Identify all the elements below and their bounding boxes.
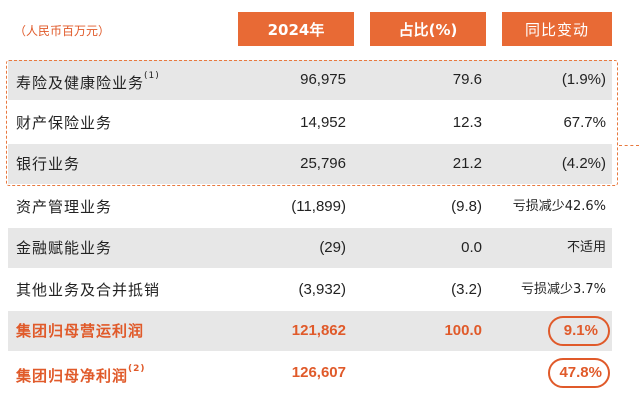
value-yoy: 9.1% [563,322,598,339]
highlight-connector [619,145,639,146]
value-yoy: (1.9%) [561,71,606,88]
row-label: 寿险及健康险业务(1) [16,71,160,92]
value-share: 100.0 [444,322,482,339]
value-2024: 126,607 [291,364,346,381]
value-yoy: 亏损减少42.6% [512,199,606,214]
header-yoy: 同比变动 [502,12,612,46]
row-label: 资产管理业务 [16,198,113,216]
value-2024: (29) [319,239,346,256]
row-label: 集团归母净利润(2) [16,364,146,385]
row-label: 银行业务 [16,155,81,173]
value-2024: 14,952 [300,114,346,131]
table-row-operating-profit: 集团归母营运利润 121,862 100.0 9.1% [8,311,612,351]
table-row: 金融赋能业务 (29) 0.0 不适用 [8,228,612,268]
table-row: 银行业务 25,796 21.2 (4.2%) [8,144,612,184]
table-row: 寿险及健康险业务(1) 96,975 79.6 (1.9%) [8,60,612,100]
row-label: 其他业务及合并抵销 [16,281,161,299]
value-2024: (3,932) [298,281,346,298]
footnote-marker: (1) [144,71,160,81]
table-row-net-profit: 集团归母净利润(2) 126,607 47.8% [8,353,612,393]
value-yoy: 67.7% [563,114,606,131]
value-share: 79.6 [452,71,482,88]
value-2024: (11,899) [291,198,346,215]
row-label: 集团归母营运利润 [16,322,145,340]
value-share: (3.2) [451,281,482,298]
value-yoy: (4.2%) [561,155,606,172]
highlight-circle [548,316,610,346]
value-share: (9.8) [451,198,482,215]
value-share: 21.2 [452,155,482,172]
header-share: 占比(%) [370,12,486,46]
header-2024: 2024年 [238,12,354,46]
value-2024: 121,862 [291,322,346,339]
highlight-circle [548,358,610,388]
value-yoy: 47.8% [559,364,602,381]
row-label: 财产保险业务 [16,114,113,132]
table-row: 财产保险业务 14,952 12.3 67.7% [8,103,612,143]
unit-note: （人民币百万元） [14,24,111,38]
row-label: 金融赋能业务 [16,239,113,257]
value-2024: 96,975 [300,71,346,88]
value-share: 12.3 [452,114,482,131]
value-2024: 25,796 [300,155,346,172]
table-row: 其他业务及合并抵销 (3,932) (3.2) 亏损减少3.7% [8,270,612,310]
value-yoy: 不适用 [566,240,606,255]
value-yoy: 亏损减少3.7% [520,282,606,297]
value-share: 0.0 [461,239,482,256]
core-business-highlight-box [6,60,618,186]
table-row: 资产管理业务 (11,899) (9.8) 亏损减少42.6% [8,187,612,227]
footnote-marker: (2) [128,364,146,374]
